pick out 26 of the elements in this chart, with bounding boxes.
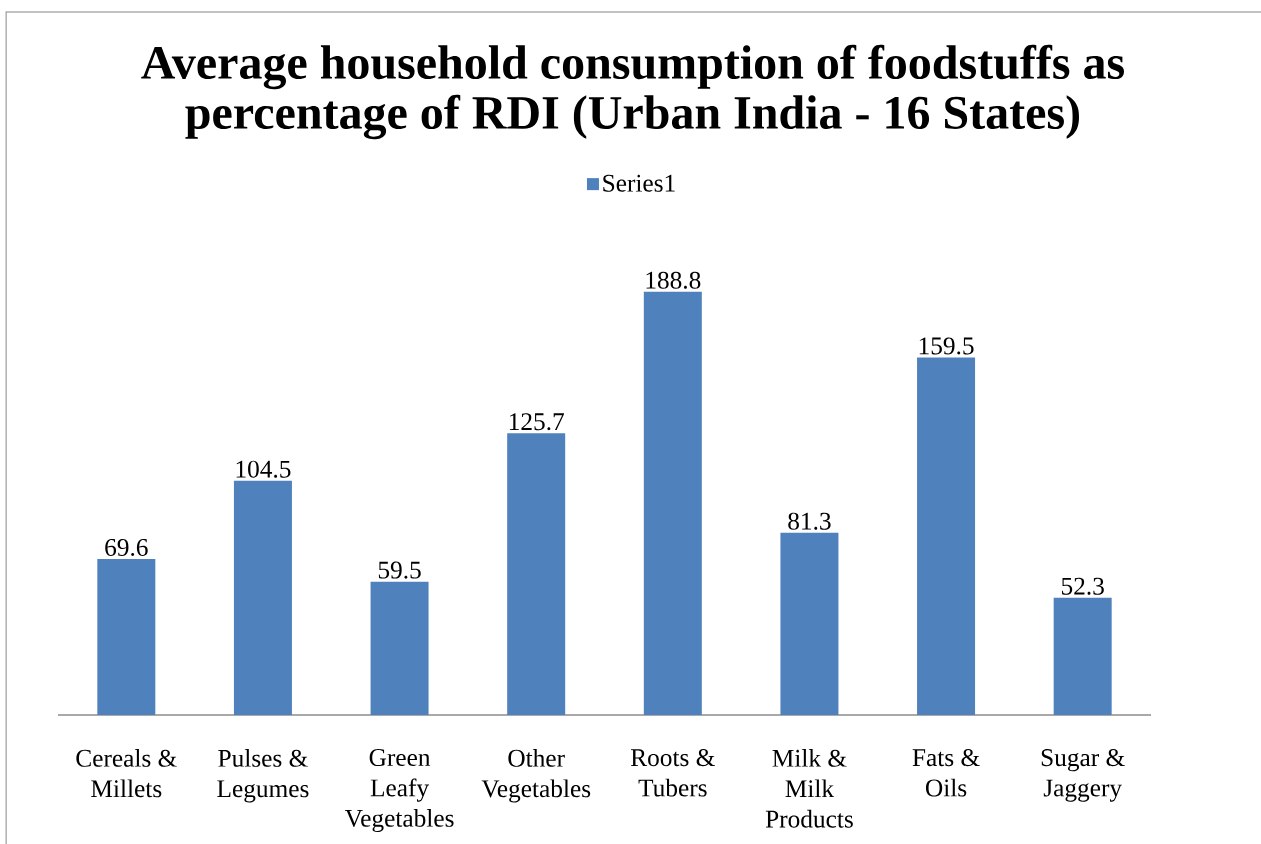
data-label: 52.3 — [1061, 577, 1104, 595]
data-label: 69.6 — [105, 538, 148, 557]
x-tick-label: Other Vegetables — [481, 749, 591, 803]
data-label: 59.5 — [378, 561, 421, 579]
data-label: 81.3 — [788, 512, 831, 530]
x-tick-label: Cereals & Millets — [76, 749, 177, 798]
data-label: 104.5 — [236, 460, 291, 478]
x-tick-label: Milk & Milk Products — [765, 749, 853, 828]
bar — [233, 480, 292, 715]
x-tick-label: Green Leafy Vegetables — [344, 749, 454, 833]
bar — [643, 291, 702, 715]
data-label: 125.7 — [509, 413, 564, 431]
data-label: 188.8 — [646, 271, 701, 289]
x-tick-label: Sugar & Jaggery — [1041, 749, 1125, 802]
bar — [370, 581, 429, 715]
data-label: 159.5 — [919, 337, 974, 355]
legend-label: Series1 — [603, 174, 675, 192]
bar — [97, 558, 156, 715]
bar — [507, 433, 566, 715]
bar — [1053, 597, 1112, 715]
chart-title: Average household consumption of foodstuffs as percentage of RDI (Urban India - 16 States) — [141, 44, 1124, 140]
bar — [780, 532, 839, 715]
x-tick-label: Pulses & Legumes — [217, 749, 309, 803]
bar — [917, 357, 976, 715]
x-tick-label: Fats & Oils — [912, 749, 980, 797]
x-tick-label: Roots & Tubers — [630, 749, 715, 797]
